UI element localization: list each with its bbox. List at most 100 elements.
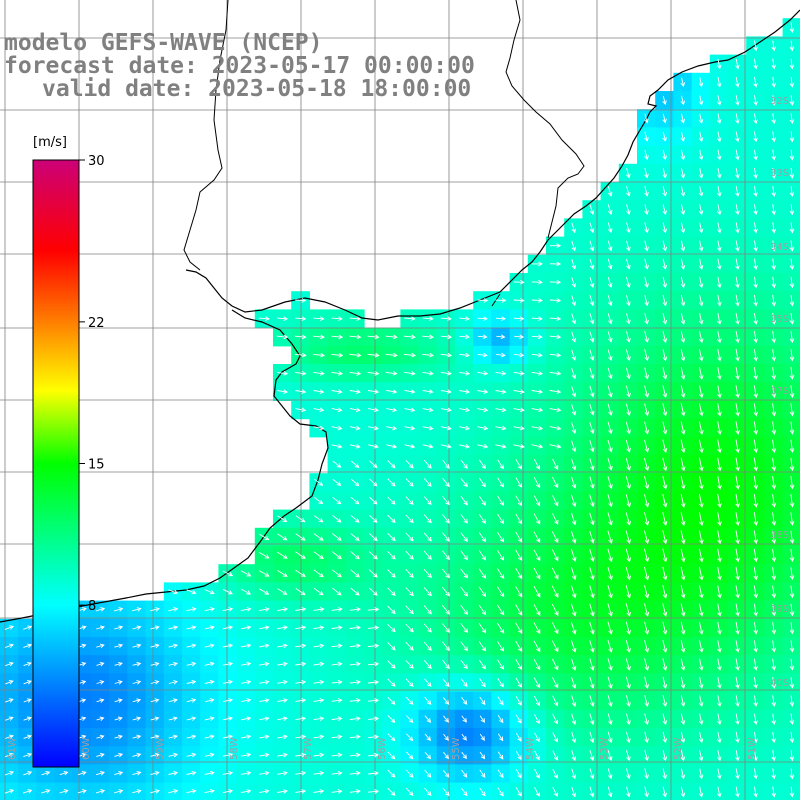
wind-arrow — [644, 367, 649, 380]
wind-arrow — [168, 607, 179, 612]
wind-arrow — [204, 643, 215, 649]
wind-arrow — [313, 551, 324, 560]
wind-arrow — [405, 696, 414, 705]
coastline — [0, 0, 800, 623]
wind-arrow — [753, 750, 758, 762]
wind-arrow — [349, 661, 361, 667]
wind-arrow — [186, 607, 197, 612]
wind-arrow — [626, 186, 631, 197]
wind-arrow — [423, 459, 432, 469]
wind-arrow — [549, 425, 562, 431]
latitude-label: 38S — [770, 530, 789, 541]
wind-arrow — [789, 622, 795, 635]
wind-arrow — [150, 680, 160, 685]
wind-arrow — [313, 389, 325, 394]
wind-arrow — [789, 367, 795, 380]
wind-arrow — [753, 713, 758, 726]
wind-arrow — [571, 658, 577, 671]
wind-arrow — [460, 550, 468, 561]
wind-arrow — [367, 389, 380, 394]
wind-arrow — [460, 477, 468, 488]
wind-arrow — [497, 459, 504, 470]
wind-cell — [527, 782, 547, 800]
wind-arrow — [589, 731, 595, 744]
wind-arrow — [240, 661, 252, 667]
wind-arrow — [186, 789, 197, 794]
wind-arrow — [753, 768, 758, 780]
wind-arrow — [368, 698, 380, 703]
wind-arrow — [552, 713, 559, 725]
wind-arrow — [259, 770, 270, 776]
wind-arrow — [571, 676, 577, 689]
wind-arrow — [753, 695, 758, 707]
wind-arrow — [789, 731, 795, 744]
wind-arrow — [367, 371, 380, 376]
wind-arrow — [571, 476, 577, 489]
wind-arrow — [771, 58, 777, 70]
wind-arrow — [789, 240, 795, 252]
wind-arrow — [717, 439, 722, 454]
wind-arrow — [295, 389, 307, 394]
title-forecast-date: forecast date: 2023-05-17 00:00:00 — [4, 53, 475, 79]
wind-arrow — [735, 95, 740, 106]
wind-arrow — [477, 389, 489, 394]
wind-arrow — [459, 352, 471, 358]
wind-arrow — [496, 622, 505, 634]
wind-arrow — [551, 603, 559, 617]
wind-arrow — [698, 131, 704, 143]
wind-arrow — [331, 389, 343, 394]
wind-arrow — [698, 512, 704, 527]
wind-arrow — [477, 444, 489, 449]
wind-arrow — [513, 279, 525, 285]
wind-arrow — [497, 769, 504, 779]
wind-arrow — [497, 659, 505, 670]
wind-arrow — [753, 58, 758, 70]
wind-arrow — [368, 532, 378, 542]
wind-arrow — [368, 514, 378, 523]
wind-arrow — [571, 440, 577, 453]
wind-arrow — [625, 658, 631, 672]
wind-arrow — [295, 515, 306, 523]
wind-arrow — [295, 533, 306, 541]
wind-arrow — [132, 607, 142, 612]
wind-arrow — [698, 222, 704, 234]
wind-arrow — [404, 444, 416, 449]
wind-arrow — [59, 771, 69, 776]
wind-arrow — [625, 476, 631, 490]
wind-arrow — [204, 607, 215, 612]
wind-arrow — [23, 716, 32, 721]
wind-arrow — [717, 367, 722, 380]
wind-arrow — [716, 786, 722, 798]
wind-arrows — [4, 22, 795, 798]
wind-arrow — [753, 294, 758, 307]
wind-arrow — [276, 334, 289, 340]
wind-arrow — [552, 476, 559, 489]
wind-arrow — [625, 349, 631, 362]
wind-arrow — [753, 167, 758, 179]
wind-arrow — [771, 131, 777, 143]
wind-arrow — [626, 167, 631, 179]
wind-arrow — [497, 751, 504, 760]
wind-arrow — [607, 676, 613, 689]
wind-arrow — [424, 678, 432, 687]
wind-arrow — [717, 658, 722, 671]
wind-arrow — [168, 643, 179, 649]
wind-arrow — [459, 334, 470, 340]
wind-arrow — [735, 530, 740, 545]
wind-arrow — [680, 603, 686, 617]
wind-arrow — [349, 770, 361, 776]
wind-arrow — [589, 276, 595, 288]
longitude-label: 56W — [377, 737, 388, 760]
wind-arrow — [114, 698, 123, 703]
wind-arrow — [368, 496, 378, 505]
wind-arrow — [735, 567, 740, 581]
wind-arrow — [662, 566, 668, 581]
wind-arrow — [277, 698, 288, 703]
wind-arrow — [552, 513, 559, 525]
wind-arrow — [240, 698, 252, 703]
wind-arrow — [222, 716, 234, 721]
wind-arrow — [607, 621, 613, 635]
wind-arrow — [662, 167, 667, 179]
wind-arrow — [735, 276, 740, 289]
wind-arrow — [571, 385, 577, 398]
